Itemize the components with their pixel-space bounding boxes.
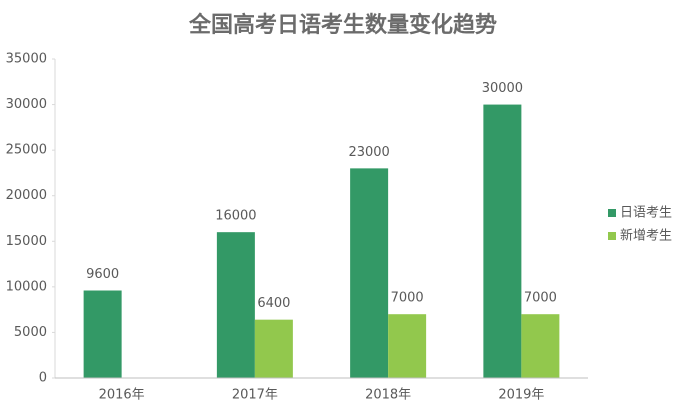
chart-title: 全国高考日语考生数量变化趋势 [188, 12, 497, 38]
bar [483, 104, 522, 379]
data-label: 9600 [86, 267, 119, 282]
legend-label: 新增考生 [620, 228, 672, 244]
bar [521, 314, 560, 378]
legend-swatch [608, 232, 616, 240]
data-label: 7000 [524, 291, 557, 306]
y-tick-label: 35000 [6, 52, 47, 67]
y-tick-label: 25000 [6, 143, 47, 158]
data-label: 16000 [215, 209, 256, 224]
bar [350, 168, 389, 378]
data-label: 6400 [257, 296, 290, 311]
data-label: 23000 [348, 145, 389, 160]
y-tick-label: 10000 [6, 279, 47, 294]
y-tick-label: 30000 [6, 97, 47, 112]
x-tick-label: 2019年 [498, 388, 544, 403]
x-tick-label: 2016年 [99, 388, 145, 403]
data-label: 30000 [482, 81, 523, 96]
legend-label: 日语考生 [620, 206, 672, 221]
bar [83, 290, 122, 378]
bar [254, 319, 293, 378]
y-tick-label: 15000 [6, 234, 47, 249]
bar [216, 232, 255, 378]
y-tick-label: 5000 [14, 325, 47, 340]
y-tick-label: 0 [39, 371, 47, 386]
x-tick-label: 2017年 [232, 388, 278, 403]
bar [388, 314, 427, 378]
x-tick-label: 2018年 [365, 388, 411, 403]
y-tick-label: 20000 [6, 188, 47, 203]
data-label: 7000 [391, 291, 424, 306]
legend-swatch [608, 209, 616, 217]
